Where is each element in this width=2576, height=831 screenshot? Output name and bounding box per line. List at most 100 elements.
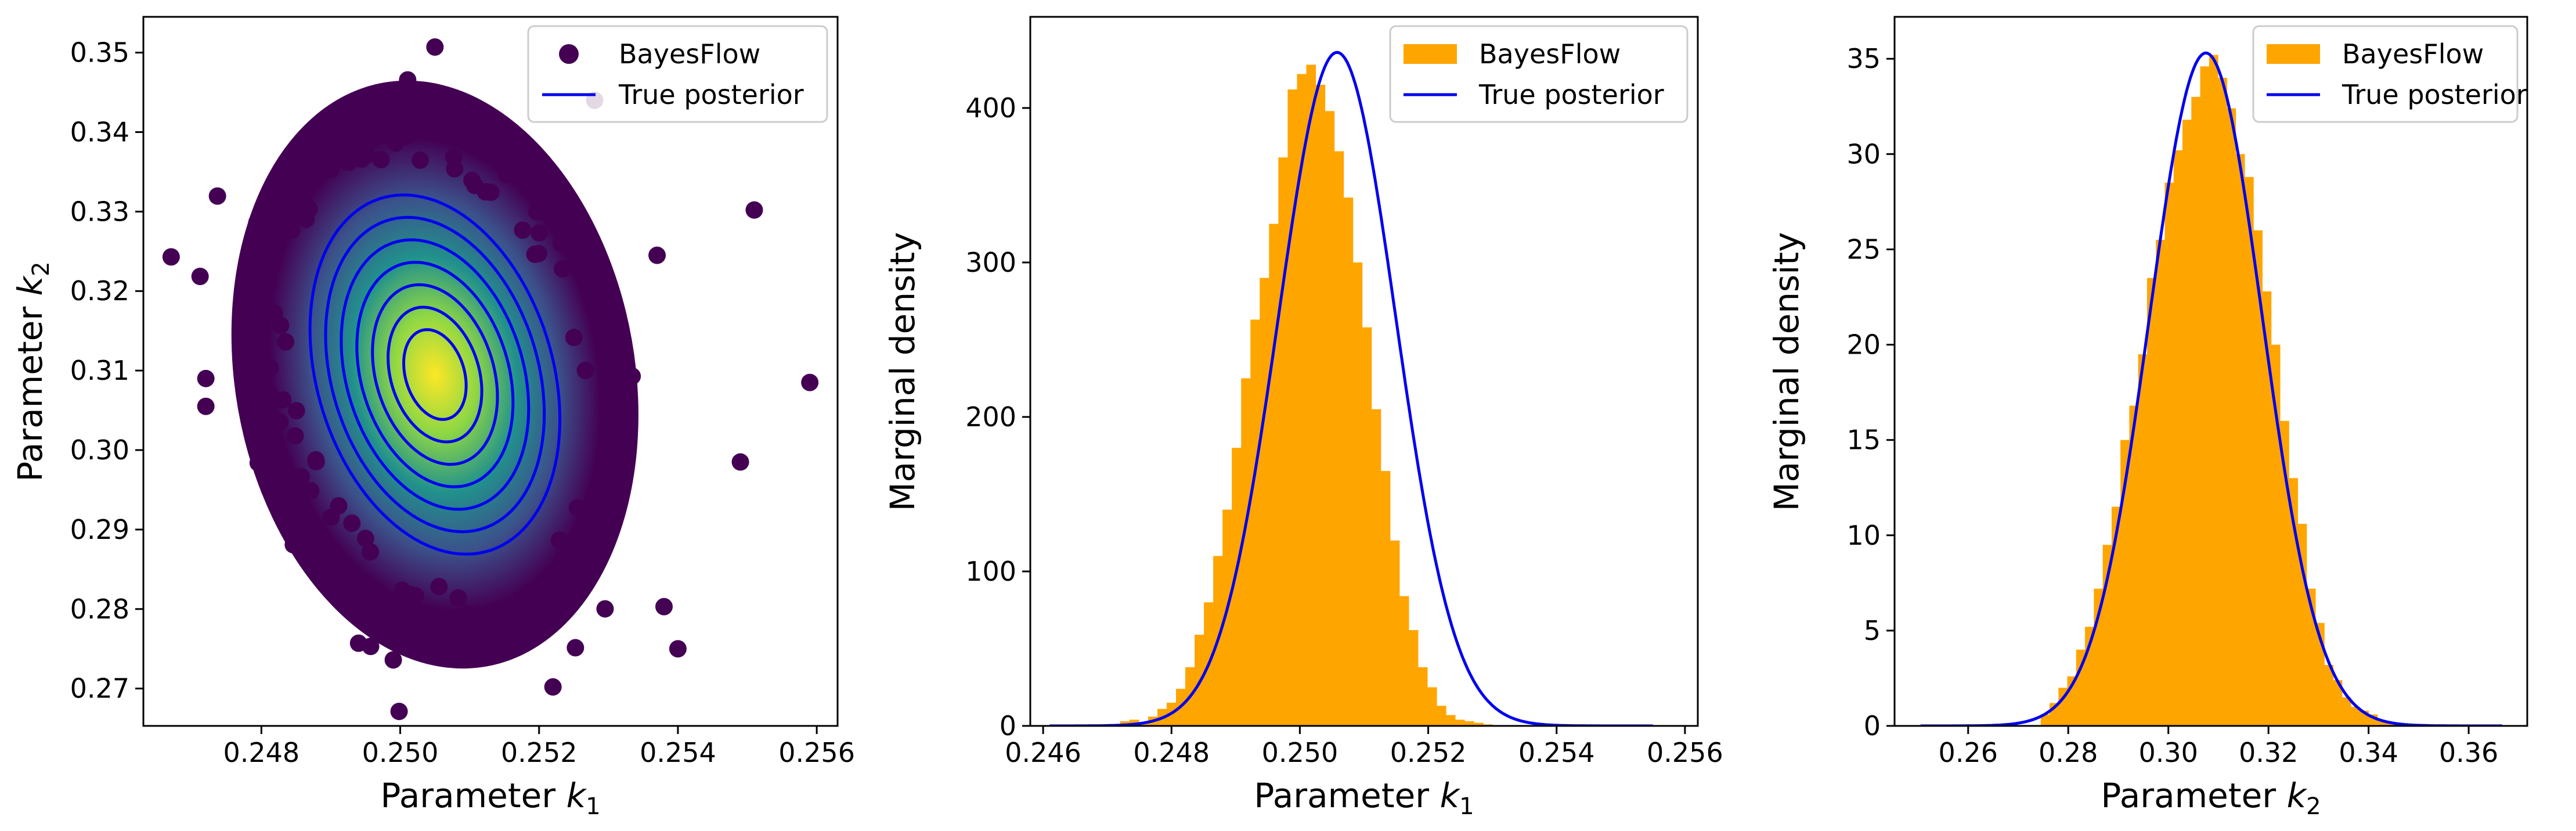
x-tick-label: 0.26 bbox=[1939, 737, 1998, 768]
legend-label-bayesflow: BayesFlow bbox=[619, 38, 760, 70]
true-posterior-curve bbox=[1920, 51, 2502, 726]
histogram-bar bbox=[1287, 89, 1298, 726]
histogram-bar bbox=[1334, 151, 1344, 726]
y-tick-label: 200 bbox=[965, 401, 1016, 433]
histogram-bar bbox=[2324, 664, 2334, 726]
scatter-point bbox=[302, 482, 320, 500]
scatter-point bbox=[295, 191, 313, 209]
y-tick-label: 0.28 bbox=[70, 593, 129, 625]
scatter-point bbox=[396, 127, 414, 145]
axes-frame bbox=[1029, 16, 1699, 727]
histogram-bar bbox=[1232, 448, 1242, 726]
legend: BayesFlow True posterior bbox=[527, 25, 828, 123]
histogram-bar bbox=[2333, 680, 2343, 726]
scatter-point bbox=[307, 451, 325, 469]
contour-line bbox=[387, 305, 484, 444]
scatter-point bbox=[358, 146, 376, 164]
y-tick-label: 0.30 bbox=[70, 434, 129, 466]
axes-frame bbox=[1893, 16, 2528, 727]
x-tick-label: 0.32 bbox=[2239, 737, 2298, 768]
legend-label-true-posterior: True posterior bbox=[618, 79, 804, 110]
scatter-point bbox=[261, 384, 279, 402]
histogram-bar bbox=[1399, 596, 1409, 726]
histogram-bar bbox=[1315, 85, 1326, 726]
scatter-point bbox=[411, 151, 429, 169]
x-tick-label: 0.250 bbox=[1262, 737, 1338, 768]
scatter-point bbox=[197, 397, 215, 415]
legend-patch-bayesflow bbox=[1404, 44, 1457, 64]
scatter-point bbox=[669, 640, 687, 658]
histogram-bar bbox=[1455, 720, 1465, 726]
scatter-point bbox=[466, 177, 484, 195]
y-tick-label: 0 bbox=[1864, 710, 1881, 742]
histogram-bar bbox=[1343, 197, 1354, 726]
scatter-point bbox=[261, 359, 279, 377]
scatter-point bbox=[497, 166, 515, 184]
y-tick-label: 10 bbox=[1846, 520, 1881, 551]
scatter-point bbox=[287, 402, 305, 420]
histogram-bar bbox=[1445, 715, 1456, 726]
histogram-bar bbox=[1464, 721, 1474, 726]
histogram-bar bbox=[1408, 630, 1419, 726]
scatter-point bbox=[568, 499, 586, 517]
scatter-point bbox=[430, 578, 448, 596]
scatter-point bbox=[284, 535, 302, 553]
scatter-point bbox=[596, 600, 614, 618]
histogram-bar bbox=[2129, 405, 2139, 726]
y-tick-label: 0.31 bbox=[70, 355, 129, 386]
legend-label-bayesflow: BayesFlow bbox=[1479, 38, 1621, 70]
scatter-point bbox=[565, 329, 583, 347]
x-tick-label: 0.252 bbox=[501, 737, 578, 768]
bayesflow-scatter-points bbox=[162, 38, 819, 721]
scatter-point bbox=[529, 244, 547, 262]
histogram-bar bbox=[2227, 108, 2236, 726]
scatter-point bbox=[239, 264, 257, 282]
scatter-point bbox=[598, 455, 616, 473]
x-tick-label: 0.252 bbox=[1390, 737, 1467, 768]
contour-line bbox=[402, 328, 468, 421]
histogram-bar bbox=[2146, 278, 2156, 726]
y-axis: 0.27 0.28 0.29 0.30 0.31 0.32 0.33 0.34 0.35 bbox=[70, 37, 143, 704]
y-tick-label: 100 bbox=[965, 556, 1016, 587]
histogram-bar bbox=[2342, 697, 2351, 726]
scatter-point bbox=[801, 373, 819, 391]
y-axis: 0 5 10 15 20 25 30 35 bbox=[1846, 43, 1895, 742]
scatter-point bbox=[426, 38, 444, 56]
y-tick-label: 15 bbox=[1846, 425, 1881, 456]
scatter-point bbox=[372, 150, 390, 168]
y-tick-label: 0.29 bbox=[70, 514, 129, 545]
contour-line bbox=[340, 238, 531, 511]
scatter-point bbox=[575, 565, 593, 583]
scatter-point bbox=[731, 453, 749, 471]
scatter-point bbox=[550, 531, 568, 549]
scatter-point bbox=[495, 607, 513, 625]
x-tick-label: 0.28 bbox=[2039, 737, 2098, 768]
plot-area bbox=[1920, 51, 2502, 726]
scatter-point bbox=[162, 248, 180, 266]
histogram-bar bbox=[2271, 344, 2281, 726]
marginal-k1-panel: 0.246 0.248 0.250 0.252 0.254 0.256 0 100 200 30… bbox=[883, 16, 1723, 820]
scatter-point bbox=[191, 267, 209, 285]
y-tick-label: 0.33 bbox=[70, 196, 129, 227]
scatter-point bbox=[390, 703, 408, 721]
histogram-bar bbox=[1362, 327, 1372, 726]
scatter-point bbox=[343, 514, 361, 532]
plot-area bbox=[162, 38, 819, 721]
y-tick-label: 0.34 bbox=[70, 116, 129, 148]
y-tick-label: 0.32 bbox=[70, 275, 129, 307]
scatter-point bbox=[271, 413, 289, 431]
scatter-point bbox=[347, 592, 365, 610]
x-tick-label: 0.34 bbox=[2339, 737, 2398, 768]
scatter-point bbox=[249, 454, 267, 472]
scatter-point bbox=[265, 304, 283, 322]
histogram-bar bbox=[2244, 177, 2254, 726]
histogram-bar bbox=[2351, 707, 2360, 726]
histogram-bar bbox=[2209, 55, 2218, 726]
x-axis-label: Parameter k2 bbox=[2101, 776, 2321, 820]
histogram-bar bbox=[2120, 440, 2130, 726]
legend-marker-bayesflow bbox=[559, 44, 579, 64]
scatter-point bbox=[611, 467, 629, 485]
legend-label-true-posterior: True posterior bbox=[2342, 79, 2527, 110]
scatter-point bbox=[356, 530, 374, 548]
